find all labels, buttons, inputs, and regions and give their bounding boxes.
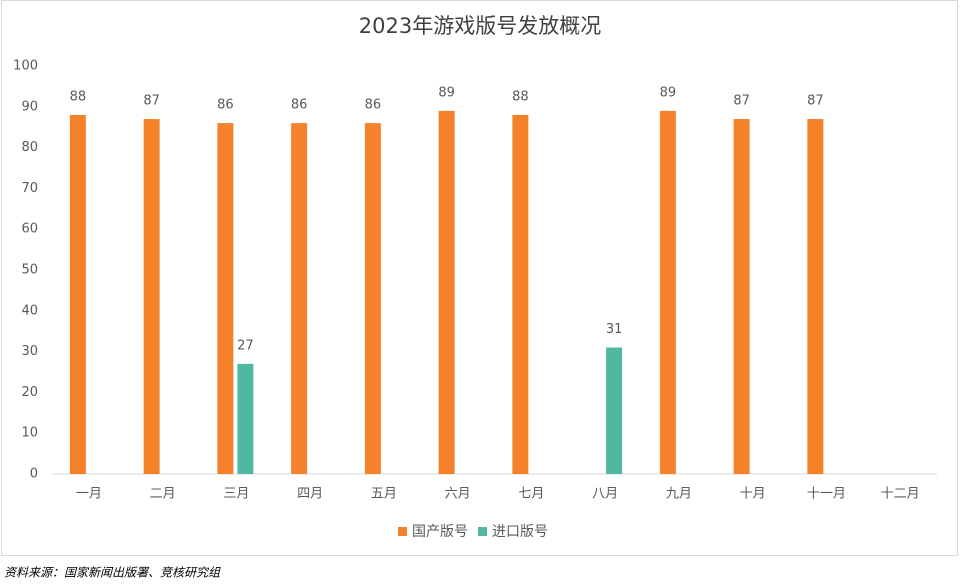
value-label: 86 <box>291 98 308 113</box>
value-label: 89 <box>660 85 677 100</box>
bar <box>69 114 86 475</box>
x-tick-label: 五月 <box>371 487 397 502</box>
legend-label: 国产版号 <box>412 524 468 540</box>
value-label: 27 <box>237 338 254 353</box>
bar <box>143 119 160 474</box>
x-tick-label: 十一月 <box>807 487 846 502</box>
value-label: 89 <box>438 85 455 100</box>
x-tick-label: 十月 <box>740 487 766 502</box>
source-note: 资料来源：国家新闻出版署、竞核研究组 <box>4 566 221 580</box>
chart-title: 2023年游戏版号发放概况 <box>359 14 601 38</box>
y-tick-label: 60 <box>21 222 38 237</box>
bar <box>217 123 234 475</box>
y-tick-label: 10 <box>21 426 38 441</box>
x-tick-label: 七月 <box>518 487 544 502</box>
y-tick-label: 80 <box>21 140 38 155</box>
x-tick-label: 六月 <box>445 487 471 502</box>
value-label: 87 <box>143 94 160 109</box>
value-label: 88 <box>70 89 87 104</box>
x-tick-label: 八月 <box>592 487 618 502</box>
legend-swatch <box>478 527 487 536</box>
x-tick-label: 十二月 <box>881 487 920 502</box>
value-label: 86 <box>365 98 382 113</box>
bar <box>733 119 750 474</box>
x-tick-label: 二月 <box>150 487 176 502</box>
y-tick-label: 50 <box>21 263 38 278</box>
value-label: 87 <box>807 94 824 109</box>
x-tick-label: 九月 <box>666 487 692 502</box>
bar <box>438 110 455 474</box>
bar <box>237 363 254 474</box>
y-tick-label: 100 <box>13 59 38 74</box>
bar <box>807 119 824 474</box>
x-tick-label: 三月 <box>223 487 249 502</box>
value-label: 87 <box>733 94 750 109</box>
y-tick-label: 20 <box>21 385 38 400</box>
x-tick-label: 一月 <box>76 487 102 502</box>
y-tick-label: 30 <box>21 344 38 359</box>
y-tick-label: 40 <box>21 303 38 318</box>
legend-label: 进口版号 <box>492 524 548 540</box>
value-label: 31 <box>606 322 623 337</box>
y-tick-label: 90 <box>21 99 38 114</box>
value-label: 88 <box>512 89 529 104</box>
bar <box>659 110 676 474</box>
bar <box>606 347 623 474</box>
value-label: 86 <box>217 98 234 113</box>
y-tick-label: 70 <box>21 181 38 196</box>
bar <box>364 123 381 475</box>
bar <box>512 114 529 475</box>
legend-swatch <box>398 527 407 536</box>
y-tick-label: 0 <box>30 467 38 482</box>
bar <box>291 123 308 475</box>
x-tick-label: 四月 <box>297 487 323 502</box>
chart-frame <box>1 0 958 556</box>
